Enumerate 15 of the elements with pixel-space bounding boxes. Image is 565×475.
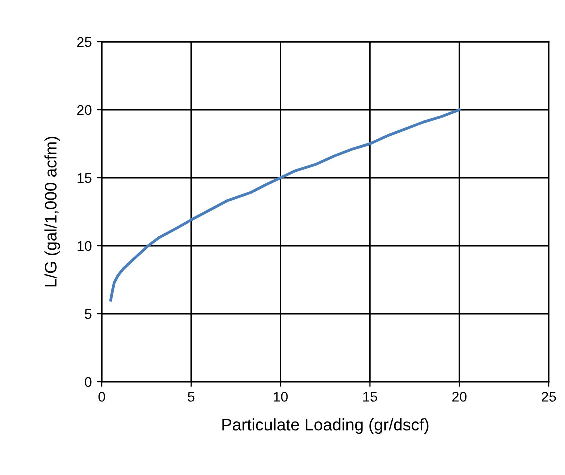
y-tick-label: 20 xyxy=(78,105,92,116)
x-tick-label: 15 xyxy=(364,392,378,402)
x-tick-label: 20 xyxy=(452,392,467,402)
x-tick-label: 5 xyxy=(188,392,195,402)
y-tick-label: 10 xyxy=(78,241,92,252)
x-tick-label: 0 xyxy=(98,392,106,402)
y-tick-label: 25 xyxy=(78,37,92,48)
y-tick-label: 15 xyxy=(78,173,92,184)
x-tick-label: 10 xyxy=(274,392,288,402)
y-tick-label: 5 xyxy=(85,309,92,320)
x-axis-title: Particulate Loading (gr/dscf) xyxy=(222,418,429,434)
x-tick-label: 25 xyxy=(542,392,556,402)
y-axis-title: L/G (gal/1,000 acfm) xyxy=(44,137,60,287)
y-tick-label: 0 xyxy=(85,377,92,388)
line-series xyxy=(110,108,461,302)
